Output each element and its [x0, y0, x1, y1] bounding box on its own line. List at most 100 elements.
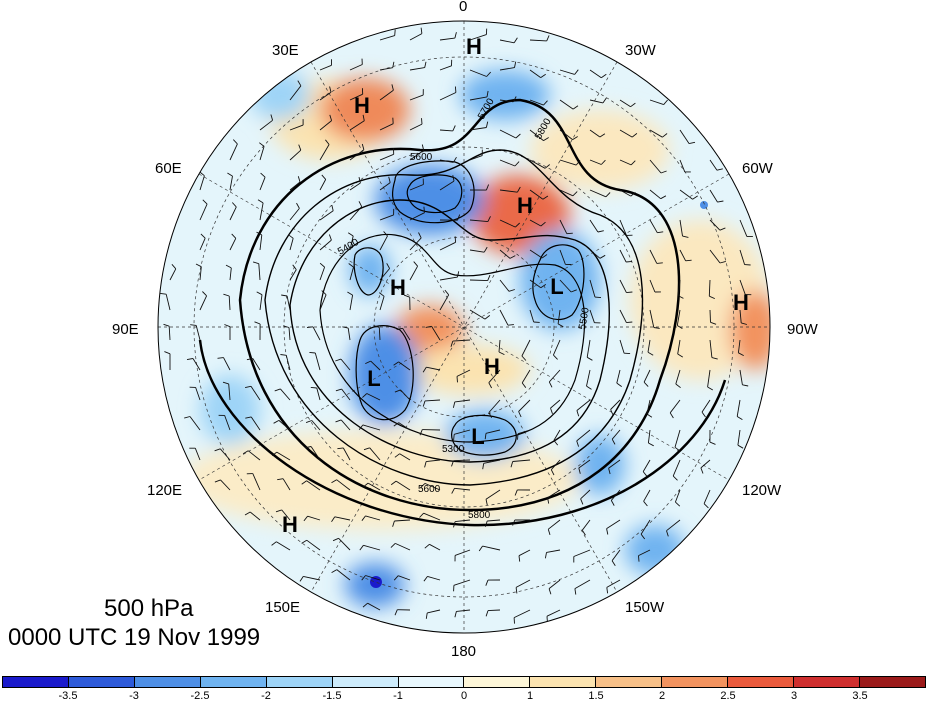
wind-barb-flag: [418, 232, 422, 239]
wind-barb-flag: [425, 612, 428, 619]
wind-barb: [559, 219, 568, 234]
wind-barb: [649, 129, 663, 138]
wind-barb: [224, 415, 231, 431]
wind-barb-flag: [648, 442, 654, 447]
wind-barb: [677, 279, 681, 296]
wind-barb-flag: [319, 262, 325, 268]
contour-label: 5500: [577, 306, 592, 330]
wind-barb-flag: [331, 569, 338, 573]
wind-barb: [679, 159, 686, 173]
wind-barb: [439, 294, 450, 311]
wind-barb-flag: [252, 261, 259, 265]
wind-barb: [589, 99, 604, 104]
wind-barb: [701, 399, 711, 413]
wind-barb-flag: [602, 97, 607, 104]
wind-barb-flag: [456, 376, 458, 383]
wind-barb: [289, 238, 294, 251]
wind-barb: [529, 129, 544, 141]
wind-barb: [402, 328, 411, 341]
wind-barb-flag: [391, 84, 394, 91]
wind-barb-flag: [422, 400, 426, 407]
wind-barb: [439, 241, 456, 251]
wind-barb-flag: [550, 469, 555, 476]
wind-barb-flag: [677, 295, 684, 299]
wind-barb: [219, 448, 231, 461]
wind-barb-flag: [403, 294, 410, 298]
wind-barb-flag: [331, 516, 336, 523]
wind-barb: [258, 263, 261, 281]
wind-barb-flag: [738, 352, 744, 356]
wind-barb: [379, 268, 390, 281]
wind-barb: [429, 543, 441, 551]
wind-barb: [349, 64, 363, 71]
wind-barb: [559, 99, 574, 110]
wind-barb: [347, 328, 351, 341]
wind-barb-flag: [454, 32, 457, 39]
wind-barb-flag: [271, 541, 277, 546]
wind-barb-flag: [363, 482, 369, 488]
wind-barb: [280, 388, 291, 401]
wind-barb-flag: [452, 175, 455, 182]
wind-barb: [394, 519, 411, 522]
lon-label-180: 180: [451, 643, 477, 660]
wind-barb: [252, 473, 261, 491]
wind-barb: [529, 249, 543, 259]
wind-barb-flag: [363, 447, 370, 451]
high-center: H: [484, 354, 500, 379]
wind-barb: [229, 238, 237, 251]
pressure-centers: H H H H H H H L L L: [282, 34, 749, 537]
wind-barb: [499, 219, 516, 228]
wind-barb-flag: [361, 143, 365, 150]
wind-barb: [349, 120, 365, 131]
wind-barb-flag: [231, 202, 237, 208]
wind-barb-flag: [450, 340, 454, 347]
wind-barb: [576, 429, 591, 442]
wind-barb: [499, 309, 509, 326]
wind-barb-flag: [656, 262, 663, 264]
wind-barb: [439, 276, 458, 281]
colorbar-tick-label: 2: [658, 690, 666, 702]
colorbar-tick-label: -3.5: [58, 690, 78, 702]
wind-barb: [336, 569, 351, 581]
wind-barb: [739, 279, 746, 295]
wind-barb: [529, 69, 541, 78]
wind-barb-flag: [280, 354, 287, 356]
wind-barb-flag: [358, 201, 363, 207]
wind-barb: [488, 399, 501, 413]
wind-barb-flag: [700, 467, 704, 474]
wind-barb: [485, 429, 501, 434]
lon-label-150w: 150W: [625, 599, 665, 616]
wind-barb-flag: [390, 480, 397, 486]
wind-barb-flag: [709, 441, 716, 445]
wind-barb: [229, 143, 238, 161]
wind-barb: [546, 609, 561, 617]
wind-barb: [365, 515, 381, 521]
wind-barb: [349, 235, 354, 251]
wind-barb-flag: [394, 609, 398, 616]
wind-barb: [379, 235, 388, 251]
wind-barb-flag: [666, 530, 669, 537]
colorbar-tick-label: -3: [129, 690, 139, 702]
wind-barb: [512, 459, 531, 462]
wind-barb: [349, 266, 354, 281]
wind-barb: [483, 459, 501, 464]
wind-barb: [349, 93, 363, 101]
wind-barb-flag: [719, 260, 726, 264]
wind-barb-flag: [540, 284, 547, 289]
wind-barb: [439, 92, 457, 101]
contour-label: 5600: [418, 484, 441, 495]
wind-barb: [611, 549, 621, 561]
low-center: L: [367, 366, 380, 391]
low-center: L: [550, 274, 563, 299]
wind-barb-flag: [393, 575, 399, 581]
wind-barb-flag: [305, 446, 312, 449]
colorbar-tick-label: 1: [526, 690, 534, 702]
wind-barb-flag: [692, 195, 698, 200]
wind-barb: [334, 516, 351, 521]
wind-barb: [340, 419, 351, 431]
wind-barb-flag: [643, 501, 648, 507]
colorbar-swatch: [266, 677, 333, 687]
wind-barb-flag: [657, 231, 664, 234]
wind-barb: [649, 219, 658, 233]
wind-barb: [453, 579, 471, 586]
